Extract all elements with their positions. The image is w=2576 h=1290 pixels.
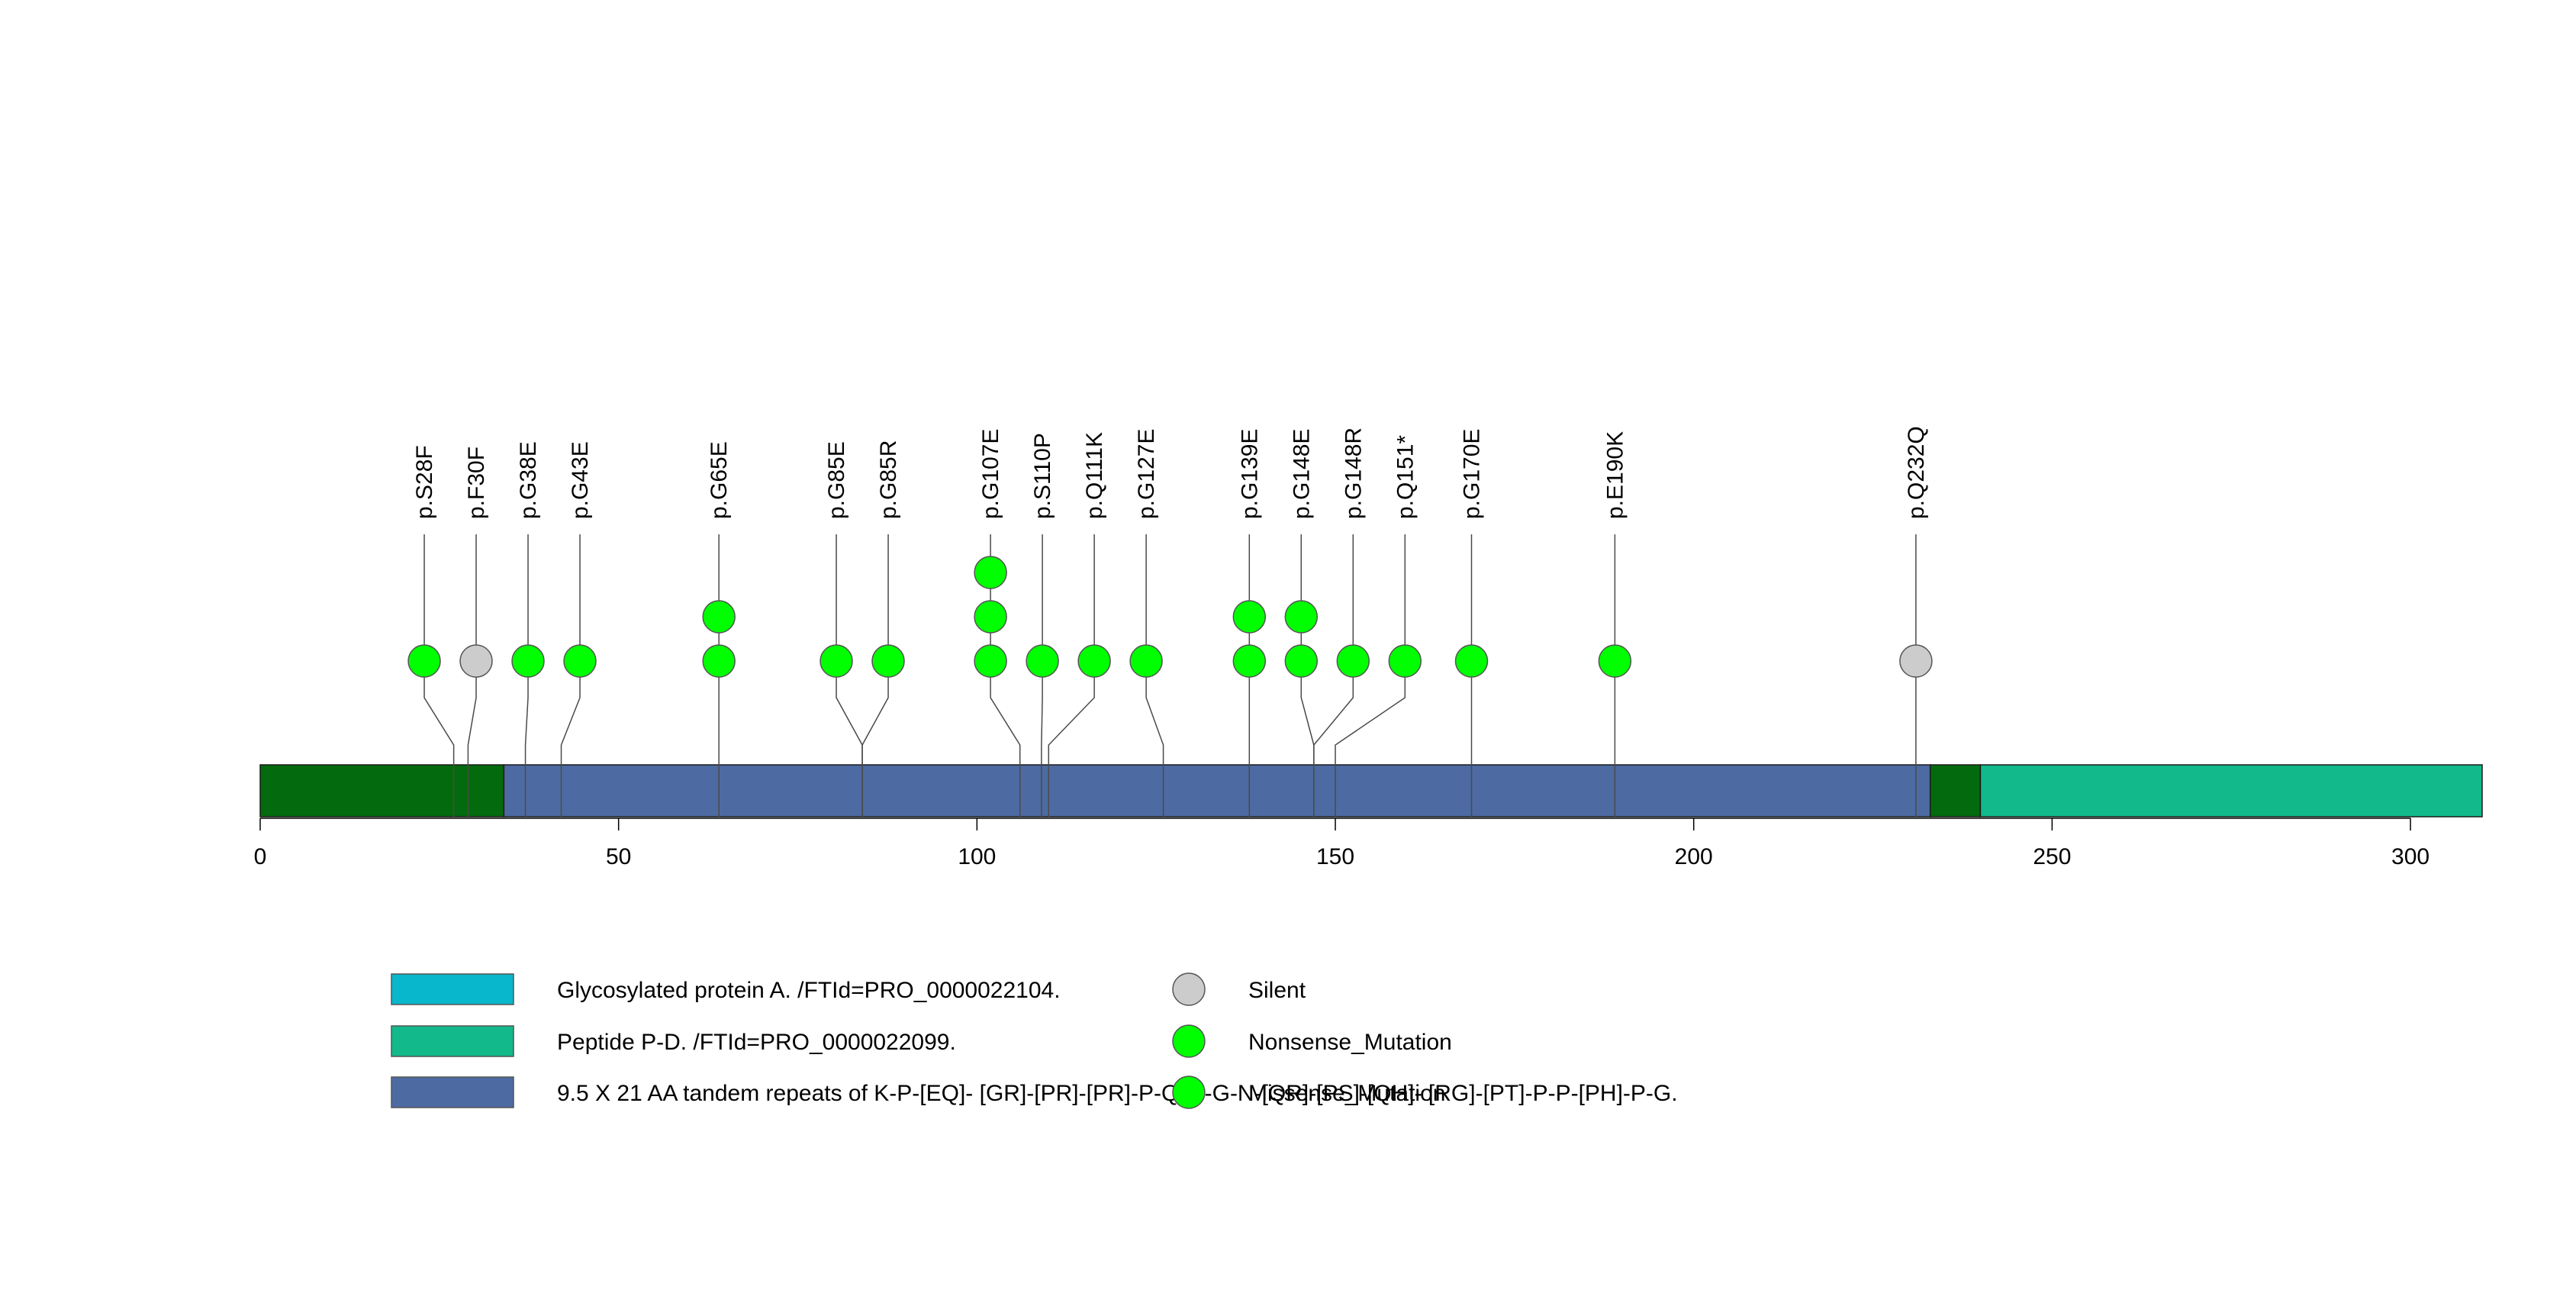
legend-mutation-marker-2	[1172, 1076, 1206, 1109]
mutation-marker-7-2	[974, 556, 1007, 589]
protein-domain-track	[259, 764, 2483, 818]
mutation-label-11: p.G139E	[1237, 429, 1262, 519]
mutation-label-3: p.G43E	[568, 441, 593, 519]
mutation-stem-1	[467, 534, 477, 817]
domain-region-1	[503, 764, 1931, 818]
mutation-label-8: p.S110P	[1030, 433, 1055, 519]
mutation-marker-5-0	[819, 644, 853, 678]
mutation-label-12: p.G148E	[1289, 429, 1314, 519]
legend-region-swatch-2	[391, 1076, 514, 1108]
mutation-marker-0-0	[407, 644, 441, 678]
mutation-marker-6-0	[871, 644, 905, 678]
mutation-stem-2	[524, 534, 529, 817]
mutation-marker-11-0	[1232, 644, 1267, 678]
mutation-label-4: p.G65E	[707, 441, 732, 519]
mutation-marker-4-0	[702, 644, 736, 678]
mutation-stem-13	[1313, 534, 1354, 817]
mutation-label-1: p.F30F	[464, 447, 489, 519]
mutation-marker-9-0	[1077, 644, 1111, 678]
legend-region-swatch-1	[391, 1025, 514, 1057]
mutation-label-13: p.G148R	[1341, 427, 1366, 519]
mutation-label-14: p.Q151*	[1393, 435, 1418, 519]
mutation-label-2: p.G38E	[516, 441, 541, 519]
mutation-marker-16-0	[1598, 644, 1632, 678]
mutation-marker-11-1	[1232, 600, 1267, 634]
mutation-marker-7-1	[974, 600, 1007, 634]
mutation-labels: p.S28F p.F30F p.G38E p.G43E p.G65E p.G85E p.G8…	[412, 426, 1929, 519]
mutation-stem-3	[560, 534, 581, 817]
mutation-label-5: p.G85E	[824, 441, 849, 519]
legend: Glycosylated protein A. /FTId=PRO_000002…	[391, 972, 1678, 1109]
mutation-stem-0	[423, 534, 455, 817]
mutation-marker-10-0	[1129, 644, 1163, 678]
x-tick-label-6: 300	[2391, 844, 2429, 869]
mutation-label-7: p.G107E	[978, 429, 1003, 519]
mutation-label-16: p.E190K	[1602, 431, 1628, 519]
legend-mutation-marker-1	[1172, 1024, 1206, 1058]
mutation-label-15: p.G170E	[1460, 429, 1485, 519]
x-tick-label-1: 50	[606, 844, 631, 869]
mutation-stem-9	[1048, 534, 1095, 817]
mutation-marker-4-1	[702, 600, 736, 634]
mutation-marker-15-0	[1454, 644, 1489, 678]
legend-region-label-0: Glycosylated protein A. /FTId=PRO_000002…	[557, 978, 1061, 1003]
mutation-marker-12-0	[1284, 644, 1319, 678]
legend-region-label-1: Peptide P-D. /FTId=PRO_0000022099.	[557, 1030, 956, 1055]
mutation-marker-7-0	[974, 644, 1007, 678]
mutation-marker-17-0	[1899, 644, 1933, 678]
legend-mutation-label-0: Silent	[1248, 978, 1306, 1003]
domain-region-3	[1979, 764, 2483, 818]
legend-mutation-label-1: Nonsense_Mutation	[1248, 1030, 1452, 1055]
mutation-label-0: p.S28F	[412, 445, 437, 519]
legend-mutation-marker-0	[1172, 972, 1206, 1006]
mutation-marker-1-0	[459, 644, 493, 678]
mutation-stem-6	[861, 534, 889, 817]
mutation-stem-10	[1145, 534, 1164, 817]
mutation-marker-12-1	[1284, 600, 1319, 634]
x-tick-label-2: 100	[958, 844, 996, 869]
x-tick-label-0: 0	[254, 844, 267, 869]
mutation-marker-13-0	[1336, 644, 1370, 678]
x-axis: 0 50 100 150 200 250 300	[254, 818, 2429, 869]
mutation-label-17: p.Q232Q	[1904, 426, 1929, 519]
mutation-marker-14-0	[1388, 644, 1422, 678]
x-tick-label-3: 150	[1316, 844, 1354, 869]
mutation-marker-8-0	[1026, 644, 1059, 678]
mutation-marker-3-0	[563, 644, 597, 678]
legend-region-label-2: 9.5 X 21 AA tandem repeats of K-P-[EQ]- …	[557, 1081, 1678, 1106]
legend-region-swatch-0	[391, 973, 514, 1005]
mutation-label-10: p.G127E	[1134, 429, 1159, 519]
x-tick-label-4: 200	[1675, 844, 1713, 869]
mutation-stem-14	[1335, 534, 1406, 817]
mutation-marker-2-0	[511, 644, 545, 678]
mutation-label-9: p.Q111K	[1082, 432, 1107, 519]
mutation-markers	[407, 556, 1933, 678]
x-tick-label-5: 250	[2033, 844, 2071, 869]
legend-mutation-label-2: Missense_Mutation	[1248, 1081, 1445, 1106]
domain-region-2	[1929, 764, 1982, 818]
domain-region-0	[259, 764, 505, 818]
mutation-label-6: p.G85R	[876, 440, 901, 519]
